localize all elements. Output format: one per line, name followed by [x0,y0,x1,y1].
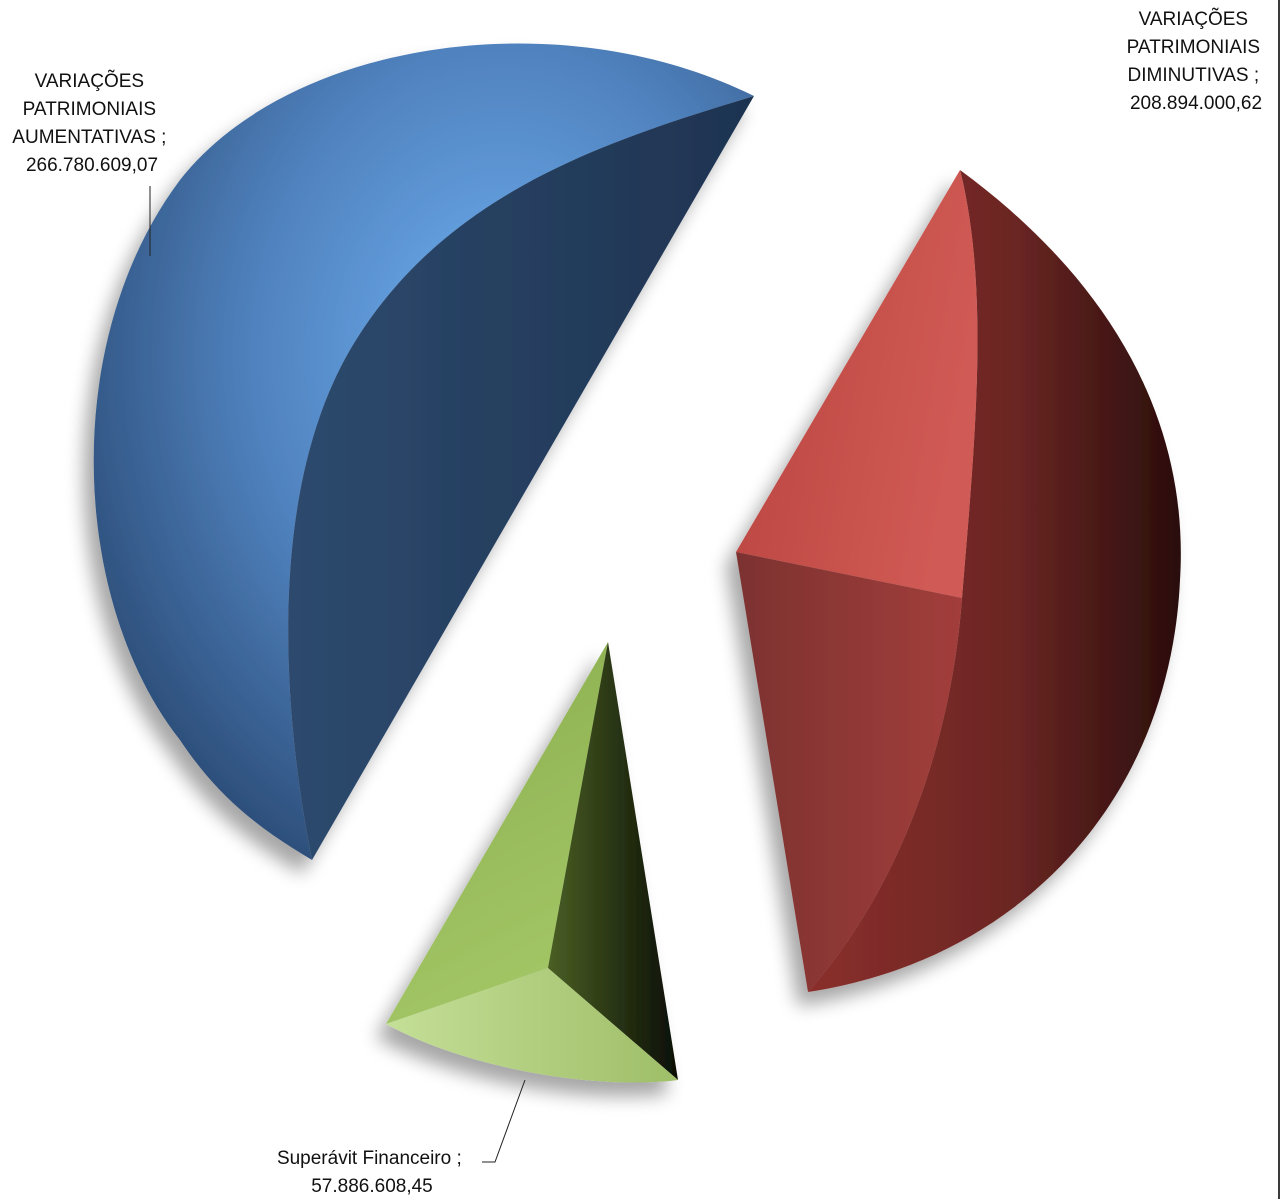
pie-slice-aumentativas [93,43,754,860]
slice-aumentativas-top-face [93,43,754,860]
label-superavit-line-1: Superávit Financeiro ; [277,1148,462,1169]
chart-frame-edge [1278,0,1280,1199]
label-diminutivas-line-3: DIMINUTIVAS ; [1128,65,1260,86]
data-label-diminutivas: VARIAÇÕES PATRIMONIAIS DIMINUTIVAS ; 208… [1127,8,1266,114]
label-diminutivas-line-2: PATRIMONIAIS [1127,37,1260,58]
data-label-aumentativas: VARIAÇÕES PATRIMONIAIS AUMENTATIVAS ; 26… [12,70,171,176]
label-superavit-value: 57.886.608,45 [311,1176,433,1197]
label-aumentativas-line-1: VARIAÇÕES [35,70,144,92]
slice-superavit-bottom-face [386,968,678,1083]
slice-diminutivas-top-face [736,170,978,598]
label-diminutivas-line-1: VARIAÇÕES [1139,8,1248,30]
slice-aumentativas-side-face [288,96,754,860]
slice-superavit-side-face [548,642,678,1080]
leader-line-superavit [482,1079,526,1163]
label-aumentativas-line-2: PATRIMONIAIS [23,99,156,120]
pie-slice-superavit [386,642,678,1083]
data-label-superavit: Superávit Financeiro ; 57.886.608,45 [277,1148,467,1197]
label-aumentativas-value: 266.780.609,07 [26,155,158,176]
label-aumentativas-line-3: AUMENTATIVAS ; [12,127,166,148]
slice-diminutivas-front-face [736,552,962,992]
label-diminutivas-value: 208.894.000,62 [1130,93,1262,114]
slice-diminutivas-side-face [808,170,1181,992]
pie-slice-diminutivas [736,170,1181,992]
slice-superavit-top-face [386,642,608,1024]
